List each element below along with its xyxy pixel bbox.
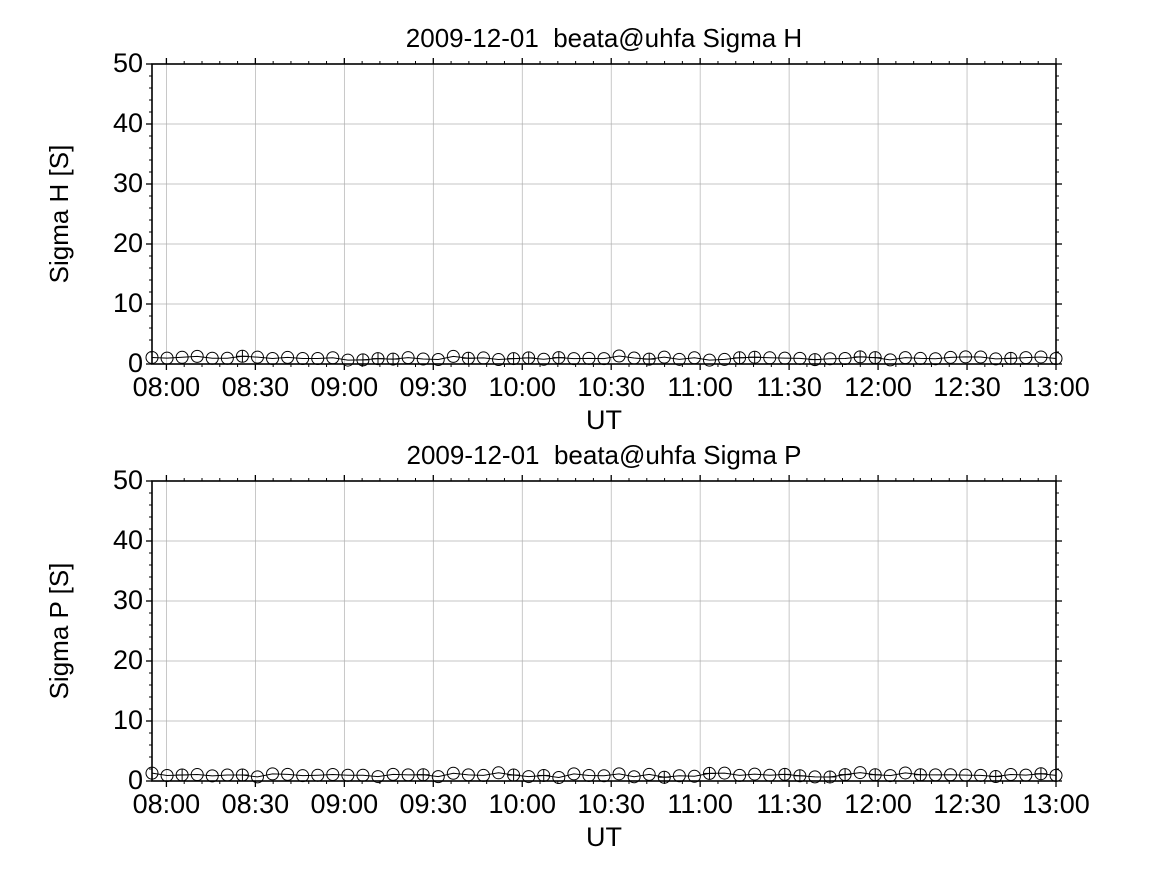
svg-text:20: 20 — [113, 228, 143, 258]
svg-text:08:00: 08:00 — [133, 789, 201, 819]
svg-text:30: 30 — [113, 168, 143, 198]
svg-text:11:30: 11:30 — [756, 372, 822, 402]
svg-text:12:30: 12:30 — [933, 372, 1001, 402]
svg-text:10:30: 10:30 — [577, 789, 645, 819]
svg-text:11:00: 11:00 — [667, 372, 733, 402]
svg-text:Sigma H [S]: Sigma H [S] — [44, 145, 74, 284]
svg-text:50: 50 — [113, 48, 143, 78]
svg-text:09:00: 09:00 — [311, 789, 379, 819]
svg-text:50: 50 — [113, 465, 143, 495]
svg-text:10:30: 10:30 — [577, 372, 645, 402]
svg-text:08:00: 08:00 — [133, 372, 201, 402]
svg-text:UT: UT — [586, 405, 622, 435]
svg-text:12:30: 12:30 — [933, 789, 1001, 819]
svg-text:11:00: 11:00 — [667, 789, 733, 819]
svg-text:10: 10 — [113, 705, 143, 735]
svg-text:UT: UT — [586, 822, 622, 852]
svg-text:11:30: 11:30 — [756, 789, 822, 819]
svg-text:12:00: 12:00 — [844, 372, 912, 402]
svg-text:2009-12-01 beata@uhfa Sigma H: 2009-12-01 beata@uhfa Sigma H — [406, 23, 802, 53]
svg-text:30: 30 — [113, 585, 143, 615]
svg-text:Sigma P [S]: Sigma P [S] — [44, 563, 74, 700]
svg-text:40: 40 — [113, 525, 143, 555]
svg-text:09:30: 09:30 — [400, 789, 468, 819]
svg-text:13:00: 13:00 — [1022, 789, 1090, 819]
svg-text:12:00: 12:00 — [844, 789, 912, 819]
svg-text:08:30: 08:30 — [222, 789, 290, 819]
svg-text:10:00: 10:00 — [488, 789, 556, 819]
svg-text:10:00: 10:00 — [488, 372, 556, 402]
svg-text:2009-12-01 beata@uhfa Sigma P: 2009-12-01 beata@uhfa Sigma P — [407, 440, 802, 470]
svg-text:09:00: 09:00 — [311, 372, 379, 402]
svg-text:13:00: 13:00 — [1022, 372, 1090, 402]
svg-text:40: 40 — [113, 108, 143, 138]
svg-text:09:30: 09:30 — [400, 372, 468, 402]
svg-text:10: 10 — [113, 288, 143, 318]
svg-text:20: 20 — [113, 645, 143, 675]
svg-text:08:30: 08:30 — [222, 372, 290, 402]
